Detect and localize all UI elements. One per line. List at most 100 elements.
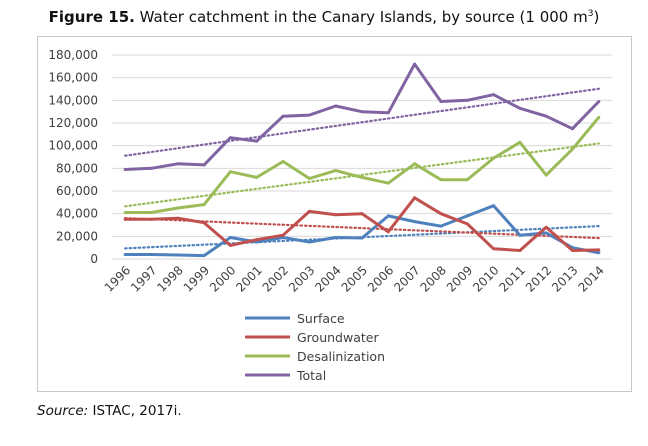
x-tick-label: 2008 <box>418 263 449 294</box>
y-tick-label: 40,000 <box>56 207 98 221</box>
data-point-surface <box>228 235 232 239</box>
data-point-desalinization <box>334 169 338 173</box>
data-point-total <box>202 163 206 167</box>
data-point-groundwater <box>544 225 548 229</box>
y-tick-label: 80,000 <box>56 161 98 175</box>
data-point-surface <box>307 240 311 244</box>
data-point-surface <box>413 220 417 224</box>
data-point-total <box>386 111 390 115</box>
x-tick-label: 1998 <box>154 263 185 294</box>
data-point-groundwater <box>360 212 364 216</box>
x-tick-label: 2000 <box>207 263 238 294</box>
data-point-groundwater <box>281 233 285 237</box>
data-point-desalinization <box>439 178 443 182</box>
trendline-surface <box>124 225 600 250</box>
data-point-desalinization <box>255 175 259 179</box>
data-point-surface <box>597 251 601 255</box>
data-point-desalinization <box>386 181 390 185</box>
data-point-desalinization <box>202 203 206 207</box>
data-point-groundwater <box>386 230 390 234</box>
data-point-total <box>465 98 469 102</box>
data-point-desalinization <box>360 175 364 179</box>
data-point-total <box>176 162 180 166</box>
y-tick-label: 120,000 <box>48 116 98 130</box>
chart-frame <box>37 36 632 392</box>
x-tick-label: 1996 <box>102 263 133 294</box>
x-tick-label: 2003 <box>286 263 317 294</box>
y-tick-label: 60,000 <box>56 184 98 198</box>
data-point-desalinization <box>465 178 469 182</box>
x-tick-label: 2012 <box>523 263 554 294</box>
data-point-groundwater <box>597 248 601 252</box>
x-tick-label: 2010 <box>470 263 501 294</box>
data-point-total <box>307 113 311 117</box>
data-point-groundwater <box>228 243 232 247</box>
data-point-groundwater <box>176 216 180 220</box>
data-point-groundwater <box>149 217 153 221</box>
x-tick-label: 1999 <box>181 263 212 294</box>
source-label: Source: <box>37 403 89 419</box>
trendline-total <box>124 87 600 157</box>
data-point-total <box>123 167 127 171</box>
data-point-desalinization <box>571 147 575 151</box>
data-point-groundwater <box>571 249 575 252</box>
data-point-groundwater <box>439 212 443 216</box>
data-point-surface <box>544 231 548 235</box>
figure-title-close: ) <box>593 8 600 26</box>
data-point-total <box>255 139 259 143</box>
data-point-groundwater <box>123 217 127 221</box>
data-point-surface <box>386 214 390 218</box>
data-point-surface <box>334 235 338 239</box>
y-tick-label: 100,000 <box>48 139 98 153</box>
data-point-total <box>360 110 364 114</box>
data-point-total <box>492 93 496 97</box>
data-point-total <box>149 166 153 170</box>
legend-label-total: Total <box>296 368 326 383</box>
data-point-total <box>518 106 522 110</box>
data-point-total <box>439 99 443 103</box>
figure-label: Figure 15. <box>48 8 135 26</box>
y-tick-label: 0 <box>90 252 98 266</box>
data-point-total <box>281 114 285 118</box>
x-tick-label: 2001 <box>233 263 264 294</box>
data-point-surface <box>149 252 153 256</box>
x-tick-label: 2014 <box>575 263 606 294</box>
data-point-desalinization <box>176 206 180 210</box>
data-point-groundwater <box>202 221 206 225</box>
data-point-desalinization <box>123 211 127 215</box>
data-point-surface <box>176 253 180 257</box>
data-point-total <box>228 136 232 140</box>
data-point-groundwater <box>518 249 522 252</box>
data-point-desalinization <box>413 162 417 166</box>
y-tick-label: 20,000 <box>56 229 98 243</box>
x-tick-label: 2009 <box>444 263 475 294</box>
data-point-total <box>334 104 338 108</box>
data-point-surface <box>492 204 496 208</box>
source-text: ISTAC, 2017i. <box>92 403 182 419</box>
legend-label-groundwater: Groundwater <box>297 330 379 345</box>
legend-label-surface: Surface <box>297 311 345 326</box>
chart-title: Figure 15. Water catchment in the Canary… <box>0 8 648 26</box>
data-point-surface <box>202 254 206 258</box>
data-point-total <box>544 114 548 118</box>
data-point-desalinization <box>544 173 548 177</box>
data-point-surface <box>123 252 127 256</box>
figure-title-superscript: 3 <box>587 9 594 19</box>
y-tick-label: 140,000 <box>48 93 98 107</box>
x-tick-label: 2013 <box>549 263 580 294</box>
x-tick-label: 1997 <box>128 263 159 294</box>
data-point-surface <box>465 214 469 218</box>
x-tick-label: 2002 <box>260 263 291 294</box>
data-point-groundwater <box>334 213 338 217</box>
x-tick-label: 2011 <box>497 263 528 294</box>
data-point-groundwater <box>307 209 311 213</box>
data-point-surface <box>439 224 443 228</box>
figure-title-text: Water catchment in the Canary Islands, b… <box>139 8 588 26</box>
y-tick-label: 180,000 <box>48 48 98 62</box>
data-point-groundwater <box>492 247 496 251</box>
data-point-total <box>413 62 417 66</box>
data-point-groundwater <box>255 238 259 242</box>
data-point-desalinization <box>492 156 496 160</box>
data-point-desalinization <box>597 115 601 119</box>
legend-label-desalinization: Desalinization <box>297 349 385 364</box>
